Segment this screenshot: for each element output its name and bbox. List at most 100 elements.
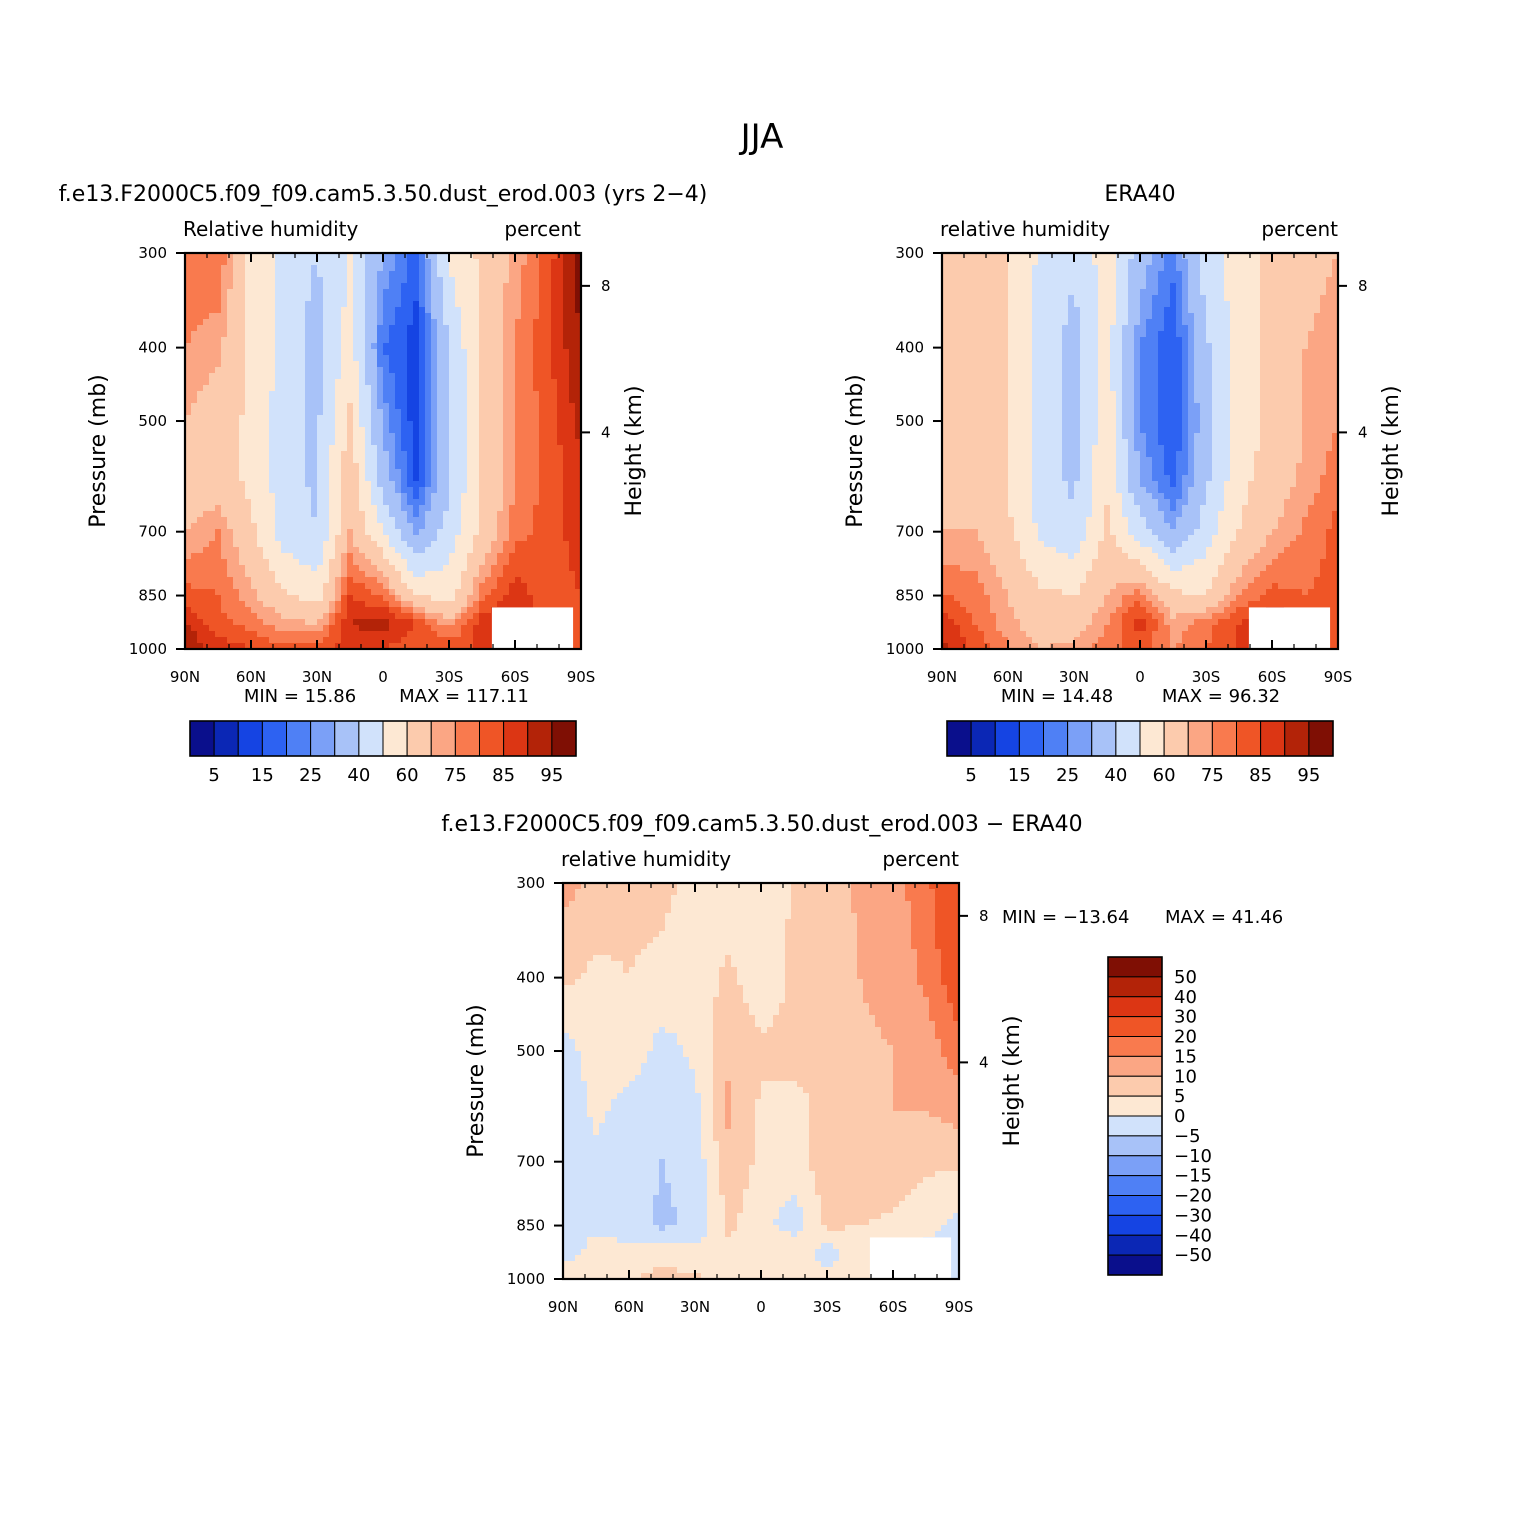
heatmap-cell bbox=[359, 289, 366, 296]
heatmap-cell bbox=[215, 307, 222, 314]
heatmap-cell bbox=[323, 511, 330, 518]
heatmap-cell bbox=[335, 445, 342, 452]
y2-tick-label: 8 bbox=[601, 277, 611, 295]
heatmap-cell bbox=[311, 625, 318, 632]
heatmap-cell bbox=[293, 391, 300, 398]
heatmap-cell bbox=[251, 409, 258, 416]
heatmap-cell bbox=[533, 421, 540, 428]
heatmap-cell bbox=[449, 433, 456, 440]
heatmap-cell bbox=[305, 481, 312, 488]
heatmap-cell bbox=[431, 361, 438, 368]
heatmap-cell bbox=[263, 385, 270, 392]
heatmap-cell bbox=[353, 265, 360, 272]
heatmap-cell bbox=[497, 487, 504, 494]
heatmap-cell bbox=[1068, 271, 1075, 278]
heatmap-cell bbox=[383, 631, 390, 638]
heatmap-cell bbox=[197, 553, 204, 560]
heatmap-cell bbox=[425, 595, 432, 602]
heatmap-cell bbox=[257, 511, 264, 518]
heatmap-cell bbox=[191, 457, 198, 464]
heatmap-cell bbox=[539, 433, 546, 440]
heatmap-cell bbox=[473, 391, 480, 398]
heatmap-cell bbox=[413, 265, 420, 272]
heatmap-cell bbox=[569, 571, 576, 578]
heatmap-cell bbox=[1320, 265, 1327, 272]
heatmap-cell bbox=[407, 505, 414, 512]
heatmap-cell bbox=[509, 529, 516, 536]
heatmap-cell bbox=[545, 421, 552, 428]
heatmap-cell bbox=[497, 307, 504, 314]
heatmap-cell bbox=[263, 583, 270, 590]
heatmap-cell bbox=[185, 613, 192, 620]
heatmap-cell bbox=[551, 553, 558, 560]
heatmap-cell bbox=[533, 511, 540, 518]
heatmap-cell bbox=[497, 541, 504, 548]
heatmap-cell bbox=[209, 313, 216, 320]
heatmap-cell bbox=[203, 373, 210, 380]
heatmap-cell bbox=[191, 469, 198, 476]
heatmap-cell bbox=[545, 511, 552, 518]
heatmap-cell bbox=[467, 265, 474, 272]
heatmap-cell bbox=[545, 391, 552, 398]
heatmap-cell bbox=[263, 391, 270, 398]
heatmap-cell bbox=[1284, 289, 1291, 296]
heatmap-cell bbox=[203, 277, 210, 284]
heatmap-cell bbox=[215, 511, 222, 518]
heatmap-cell bbox=[203, 475, 210, 482]
heatmap-cell bbox=[575, 607, 582, 614]
heatmap-cell bbox=[569, 271, 576, 278]
heatmap-cell bbox=[527, 379, 534, 386]
heatmap-cell bbox=[269, 349, 276, 356]
heatmap-cell bbox=[239, 313, 246, 320]
heatmap-cell bbox=[1092, 253, 1099, 260]
heatmap-cell bbox=[275, 445, 282, 452]
heatmap-cell bbox=[269, 481, 276, 488]
heatmap-cell bbox=[377, 487, 384, 494]
heatmap-cell bbox=[287, 565, 294, 572]
heatmap-cell bbox=[365, 379, 372, 386]
heatmap-cell bbox=[323, 421, 330, 428]
heatmap-cell bbox=[479, 559, 486, 566]
heatmap-cell bbox=[533, 265, 540, 272]
heatmap-cell bbox=[491, 451, 498, 458]
heatmap-cell bbox=[431, 481, 438, 488]
heatmap-cell bbox=[539, 373, 546, 380]
heatmap-cell bbox=[455, 481, 462, 488]
heatmap-cell bbox=[311, 331, 318, 338]
heatmap-cell bbox=[539, 301, 546, 308]
heatmap-cell bbox=[221, 265, 228, 272]
heatmap-cell bbox=[251, 325, 258, 332]
heatmap-cell bbox=[305, 613, 312, 620]
heatmap-cell bbox=[1140, 271, 1147, 278]
heatmap-cell bbox=[365, 583, 372, 590]
heatmap-cell bbox=[533, 505, 540, 512]
heatmap-cell bbox=[1218, 295, 1225, 302]
heatmap-cell bbox=[197, 535, 204, 542]
heatmap-cell bbox=[1254, 283, 1261, 290]
heatmap-cell bbox=[335, 463, 342, 470]
heatmap-cell bbox=[401, 265, 408, 272]
heatmap-cell bbox=[371, 505, 378, 512]
heatmap-cell bbox=[245, 583, 252, 590]
heatmap-cell bbox=[299, 619, 306, 626]
heatmap-cell bbox=[197, 349, 204, 356]
heatmap-cell bbox=[401, 601, 408, 608]
heatmap-cell bbox=[1140, 265, 1147, 272]
heatmap-cell bbox=[557, 571, 564, 578]
heatmap-cell bbox=[461, 511, 468, 518]
heatmap-cell bbox=[443, 391, 450, 398]
heatmap-cell bbox=[299, 475, 306, 482]
heatmap-cell bbox=[527, 367, 534, 374]
heatmap-cell bbox=[479, 349, 486, 356]
heatmap-cell bbox=[503, 319, 510, 326]
heatmap-cell bbox=[305, 595, 312, 602]
heatmap-cell bbox=[359, 601, 366, 608]
heatmap-cell bbox=[227, 277, 234, 284]
heatmap-cell bbox=[329, 385, 336, 392]
heatmap-cell bbox=[1242, 271, 1249, 278]
heatmap-cell bbox=[954, 277, 961, 284]
heatmap-cell bbox=[473, 313, 480, 320]
heatmap-cell bbox=[221, 373, 228, 380]
heatmap-cell bbox=[413, 283, 420, 290]
heatmap-cell bbox=[299, 439, 306, 446]
